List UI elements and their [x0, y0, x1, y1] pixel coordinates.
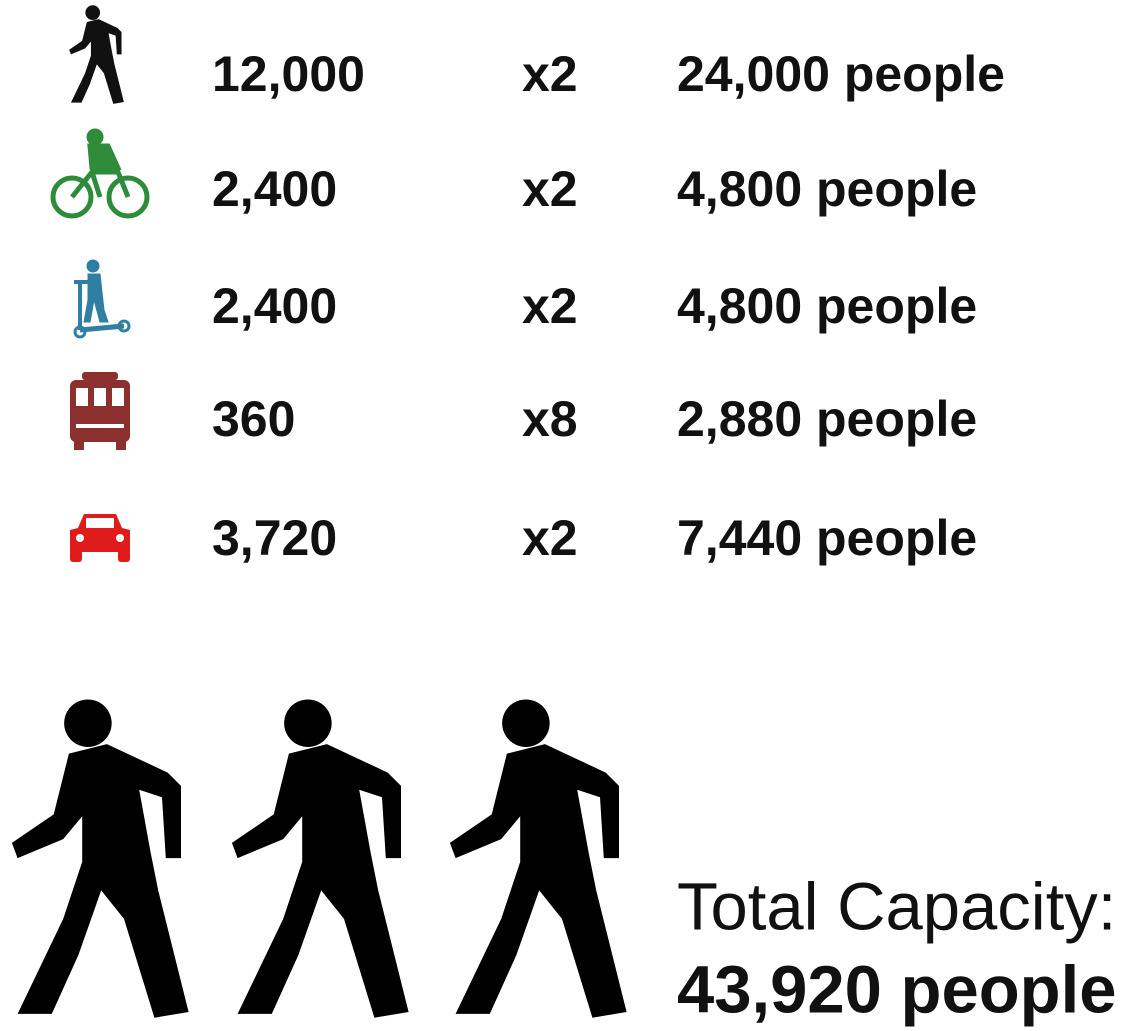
row-total: 4,800 people [677, 161, 977, 217]
total-value: 43,920 people [677, 953, 1116, 1028]
row-total: 4,800 people [677, 278, 977, 334]
total-label: Total Capacity: [677, 870, 1116, 945]
count: 3,720 [212, 510, 337, 566]
multiplier: x2 [522, 278, 578, 334]
multiplier: x2 [522, 46, 578, 102]
car-icon [70, 514, 130, 562]
walker-icon [69, 5, 124, 104]
count: 2,400 [212, 161, 337, 217]
multiplier: x8 [522, 391, 578, 447]
count: 2,400 [212, 278, 337, 334]
scooter-icon [73, 259, 131, 339]
walker-figure [11, 699, 189, 1018]
walker-figure [449, 699, 627, 1018]
walker-figure [231, 699, 409, 1018]
rows: 12,000 x2 24,000 people 2,400 x2 4,800 people… [212, 46, 1005, 566]
count: 360 [212, 391, 295, 447]
row-total: 24,000 people [677, 46, 1005, 102]
count: 12,000 [212, 46, 365, 102]
multiplier: x2 [522, 161, 578, 217]
bike-icon [50, 128, 150, 219]
trolley-icon [70, 372, 130, 450]
multiplier: x2 [522, 510, 578, 566]
row-total: 7,440 people [677, 510, 977, 566]
row-total: 2,880 people [677, 391, 977, 447]
